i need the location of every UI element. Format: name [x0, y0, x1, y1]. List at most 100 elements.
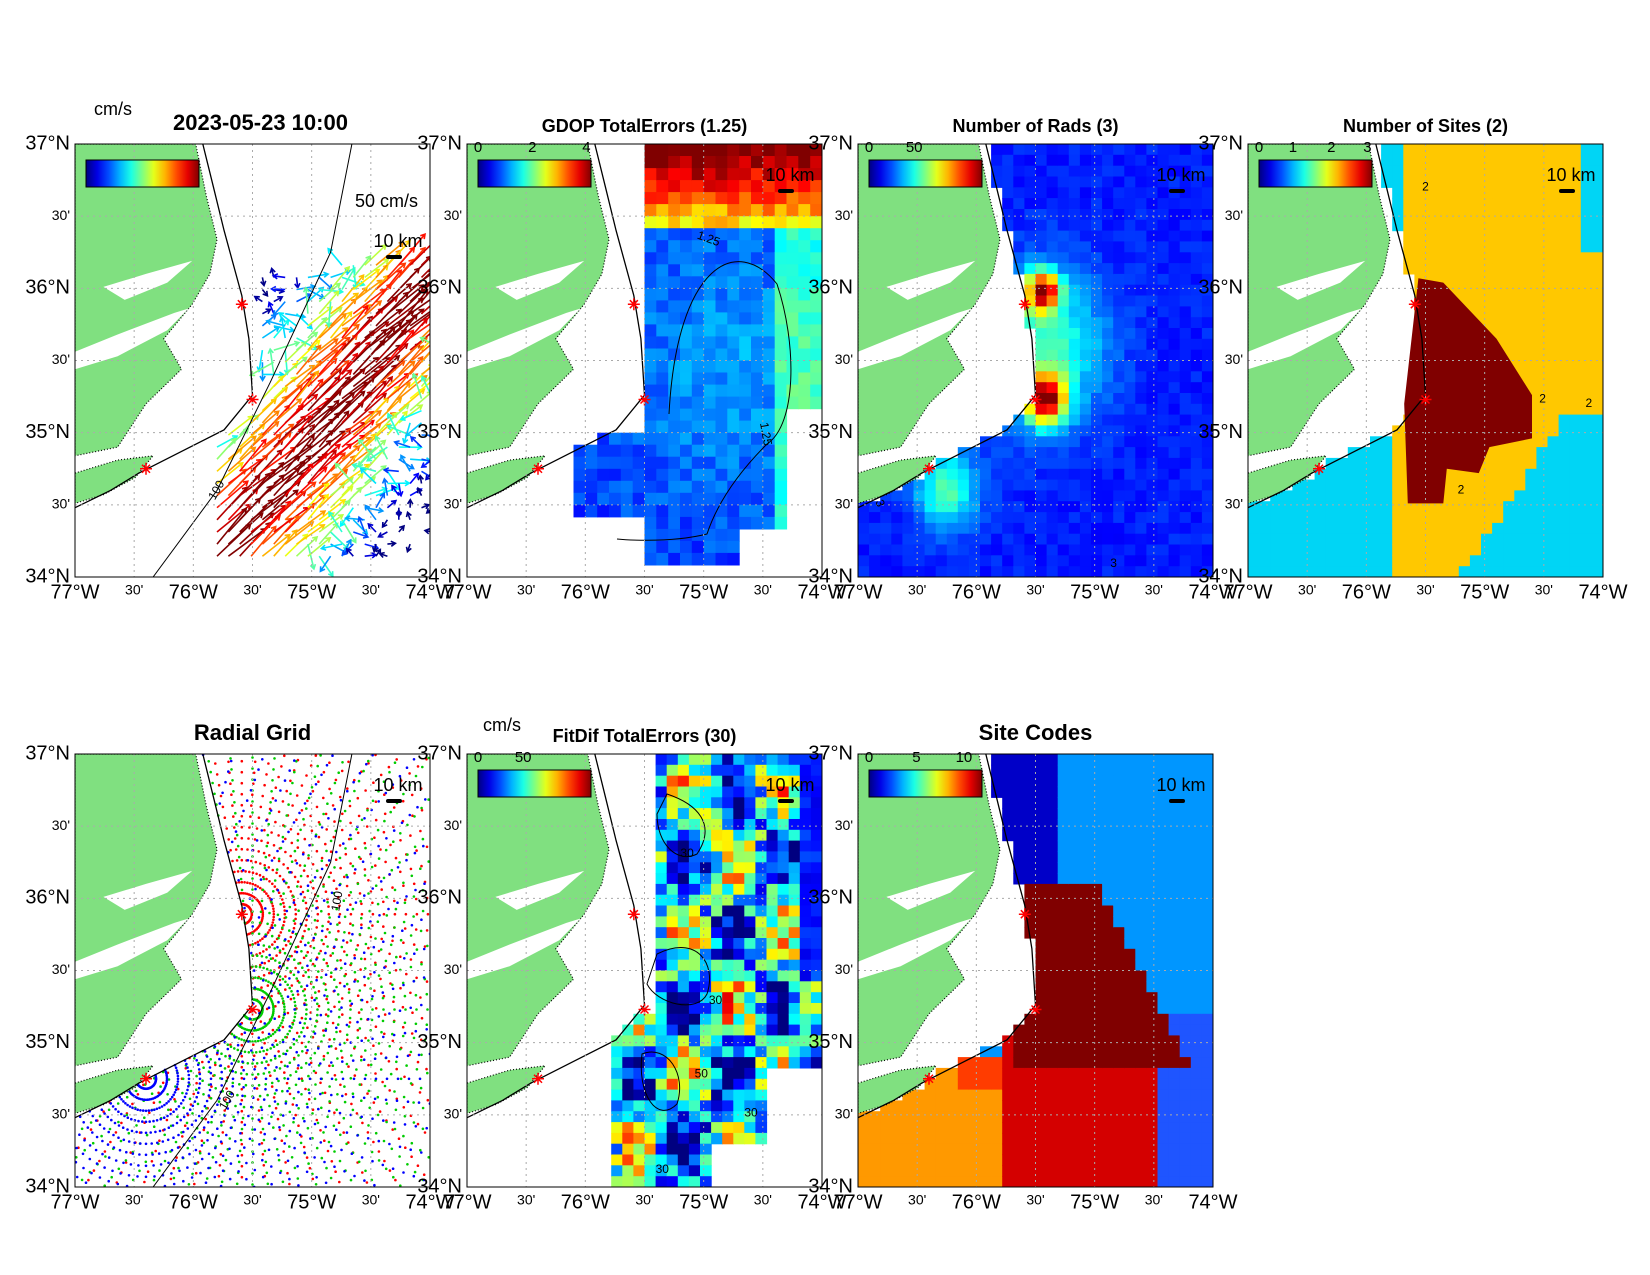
data-cell: [1057, 241, 1070, 253]
data-cell: [1580, 209, 1593, 221]
data-cell: [1002, 436, 1014, 448]
current-vector: [318, 555, 334, 577]
grid-point: [240, 858, 244, 862]
data-cell: [727, 180, 740, 193]
data-cell: [786, 324, 799, 337]
data-cell: [1458, 230, 1471, 242]
grid-point: [324, 890, 328, 893]
data-cell: [798, 192, 811, 205]
data-cell: [751, 264, 764, 277]
data-cell: [1146, 544, 1159, 556]
grid-point: [402, 1171, 405, 1174]
longitude-label: 74°W: [1188, 581, 1237, 603]
grid-point: [240, 792, 244, 796]
data-cell: [1525, 165, 1537, 178]
data-cell: [1525, 555, 1537, 567]
grid-point: [272, 915, 275, 919]
data-cell: [1436, 533, 1449, 546]
data-cell: [1079, 512, 1092, 524]
grid-point: [367, 762, 370, 765]
data-cell: [703, 156, 717, 169]
grid-point: [374, 963, 377, 966]
data-cell: [1503, 457, 1515, 470]
data-cell: [644, 252, 657, 265]
data-cell: [703, 540, 717, 554]
data-cell: [739, 324, 752, 337]
grid-point: [277, 936, 280, 940]
data-cell: [1381, 479, 1393, 491]
data-cell: [703, 228, 717, 241]
grid-point: [178, 1169, 181, 1173]
data-cell: [1179, 252, 1192, 264]
data-cell: [1024, 512, 1037, 524]
data-cell: [1303, 555, 1316, 567]
grid-point: [248, 870, 251, 874]
grid-point: [388, 1089, 392, 1092]
current-vector: [409, 391, 430, 412]
data-cell: [1046, 501, 1059, 513]
data-cell: [1068, 349, 1081, 362]
grid-point: [426, 1071, 429, 1075]
grid-point: [394, 1108, 398, 1112]
grid-point: [287, 885, 290, 889]
grid-point: [366, 1131, 370, 1134]
data-cell: [1469, 219, 1482, 232]
grid-point: [253, 1168, 257, 1172]
data-cell: [703, 456, 717, 470]
data-cell: [762, 396, 776, 410]
grid-point: [157, 1152, 161, 1155]
data-cell: [1492, 187, 1504, 199]
data-cell: [1503, 533, 1515, 546]
grid-point: [283, 1005, 286, 1008]
data-cell: [786, 360, 799, 374]
grid-point: [294, 1004, 297, 1007]
grid-point: [75, 1156, 78, 1159]
current-vector: [261, 423, 295, 448]
grid-point: [395, 1097, 399, 1101]
data-cell: [1124, 263, 1136, 275]
data-cell: [1124, 360, 1136, 372]
grid-point: [272, 1045, 276, 1048]
grid-point: [345, 884, 349, 888]
grid-point: [172, 1136, 175, 1139]
data-cell: [1057, 338, 1070, 351]
data-cell: [1135, 414, 1147, 426]
data-cell: [1569, 263, 1582, 275]
data-cell: [858, 533, 870, 546]
grid-point: [325, 1166, 328, 1170]
grid-point: [391, 1128, 395, 1131]
grid-point: [189, 1103, 193, 1106]
grid-point: [403, 1114, 407, 1118]
grid-point: [108, 1127, 112, 1131]
data-cell: [1102, 522, 1114, 535]
grid-point: [292, 973, 296, 977]
data-cell: [1580, 230, 1593, 242]
grid-point: [233, 837, 237, 840]
grid-point: [285, 881, 288, 885]
longitude-label: 74°W: [1578, 581, 1627, 603]
data-cell: [1046, 382, 1059, 394]
data-cell: [980, 566, 992, 577]
data-cell: [1201, 144, 1213, 156]
data-cell: [1403, 512, 1415, 524]
grid-point: [296, 839, 300, 842]
data-cell: [1079, 230, 1092, 242]
data-cell: [1013, 436, 1025, 448]
data-cell: [1536, 263, 1549, 275]
grid-point: [152, 1178, 156, 1182]
current-vector: [352, 380, 387, 412]
grid-point: [243, 1123, 247, 1127]
data-cell: [1157, 187, 1170, 199]
data-cell: [1425, 209, 1438, 221]
data-cell: [1481, 555, 1493, 567]
grid-point: [225, 1133, 228, 1137]
grid-point: [271, 1028, 275, 1032]
grid-point: [309, 1057, 312, 1060]
data-cell: [1024, 252, 1037, 264]
grid-point: [264, 979, 268, 982]
current-vector: [272, 301, 286, 317]
data-cell: [691, 300, 705, 313]
data-cell: [1558, 371, 1571, 383]
grid-point: [230, 793, 233, 796]
data-cell: [1068, 360, 1081, 372]
